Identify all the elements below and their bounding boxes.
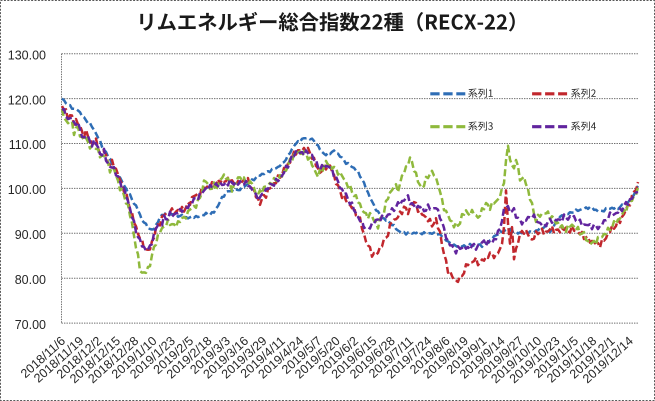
svg-text:80.00: 80.00: [15, 273, 46, 287]
svg-text:70.00: 70.00: [15, 318, 46, 332]
svg-text:110.00: 110.00: [9, 138, 46, 152]
svg-text:100.00: 100.00: [8, 183, 46, 197]
svg-text:90.00: 90.00: [15, 228, 46, 242]
svg-text:130.00: 130.00: [8, 48, 46, 62]
svg-text:120.00: 120.00: [8, 93, 46, 107]
